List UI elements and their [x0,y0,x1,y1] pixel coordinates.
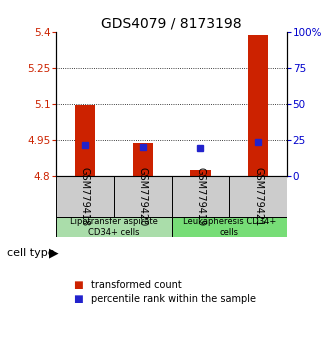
Bar [190,170,211,176]
Bar [56,217,172,237]
Bar [229,176,287,217]
Title: GDS4079 / 8173198: GDS4079 / 8173198 [101,17,242,31]
Bar [133,143,153,176]
Text: GSM779420: GSM779420 [138,167,148,226]
Bar [114,176,172,217]
Text: transformed count: transformed count [91,280,182,290]
Text: ■: ■ [73,280,82,290]
Text: ▶: ▶ [49,247,58,259]
Bar [75,105,95,176]
Text: GSM779421: GSM779421 [253,167,263,226]
Text: ■: ■ [73,294,82,304]
Text: GSM779418: GSM779418 [80,167,90,226]
Bar [248,35,268,176]
Text: cell type: cell type [7,248,54,258]
Bar [172,176,229,217]
Text: GSM779419: GSM779419 [195,167,206,226]
Bar [56,176,114,217]
Text: percentile rank within the sample: percentile rank within the sample [91,294,256,304]
Text: Leukapheresis CD34+
cells: Leukapheresis CD34+ cells [183,217,276,237]
Text: Lipotransfer aspirate
CD34+ cells: Lipotransfer aspirate CD34+ cells [70,217,158,237]
Bar [172,217,287,237]
